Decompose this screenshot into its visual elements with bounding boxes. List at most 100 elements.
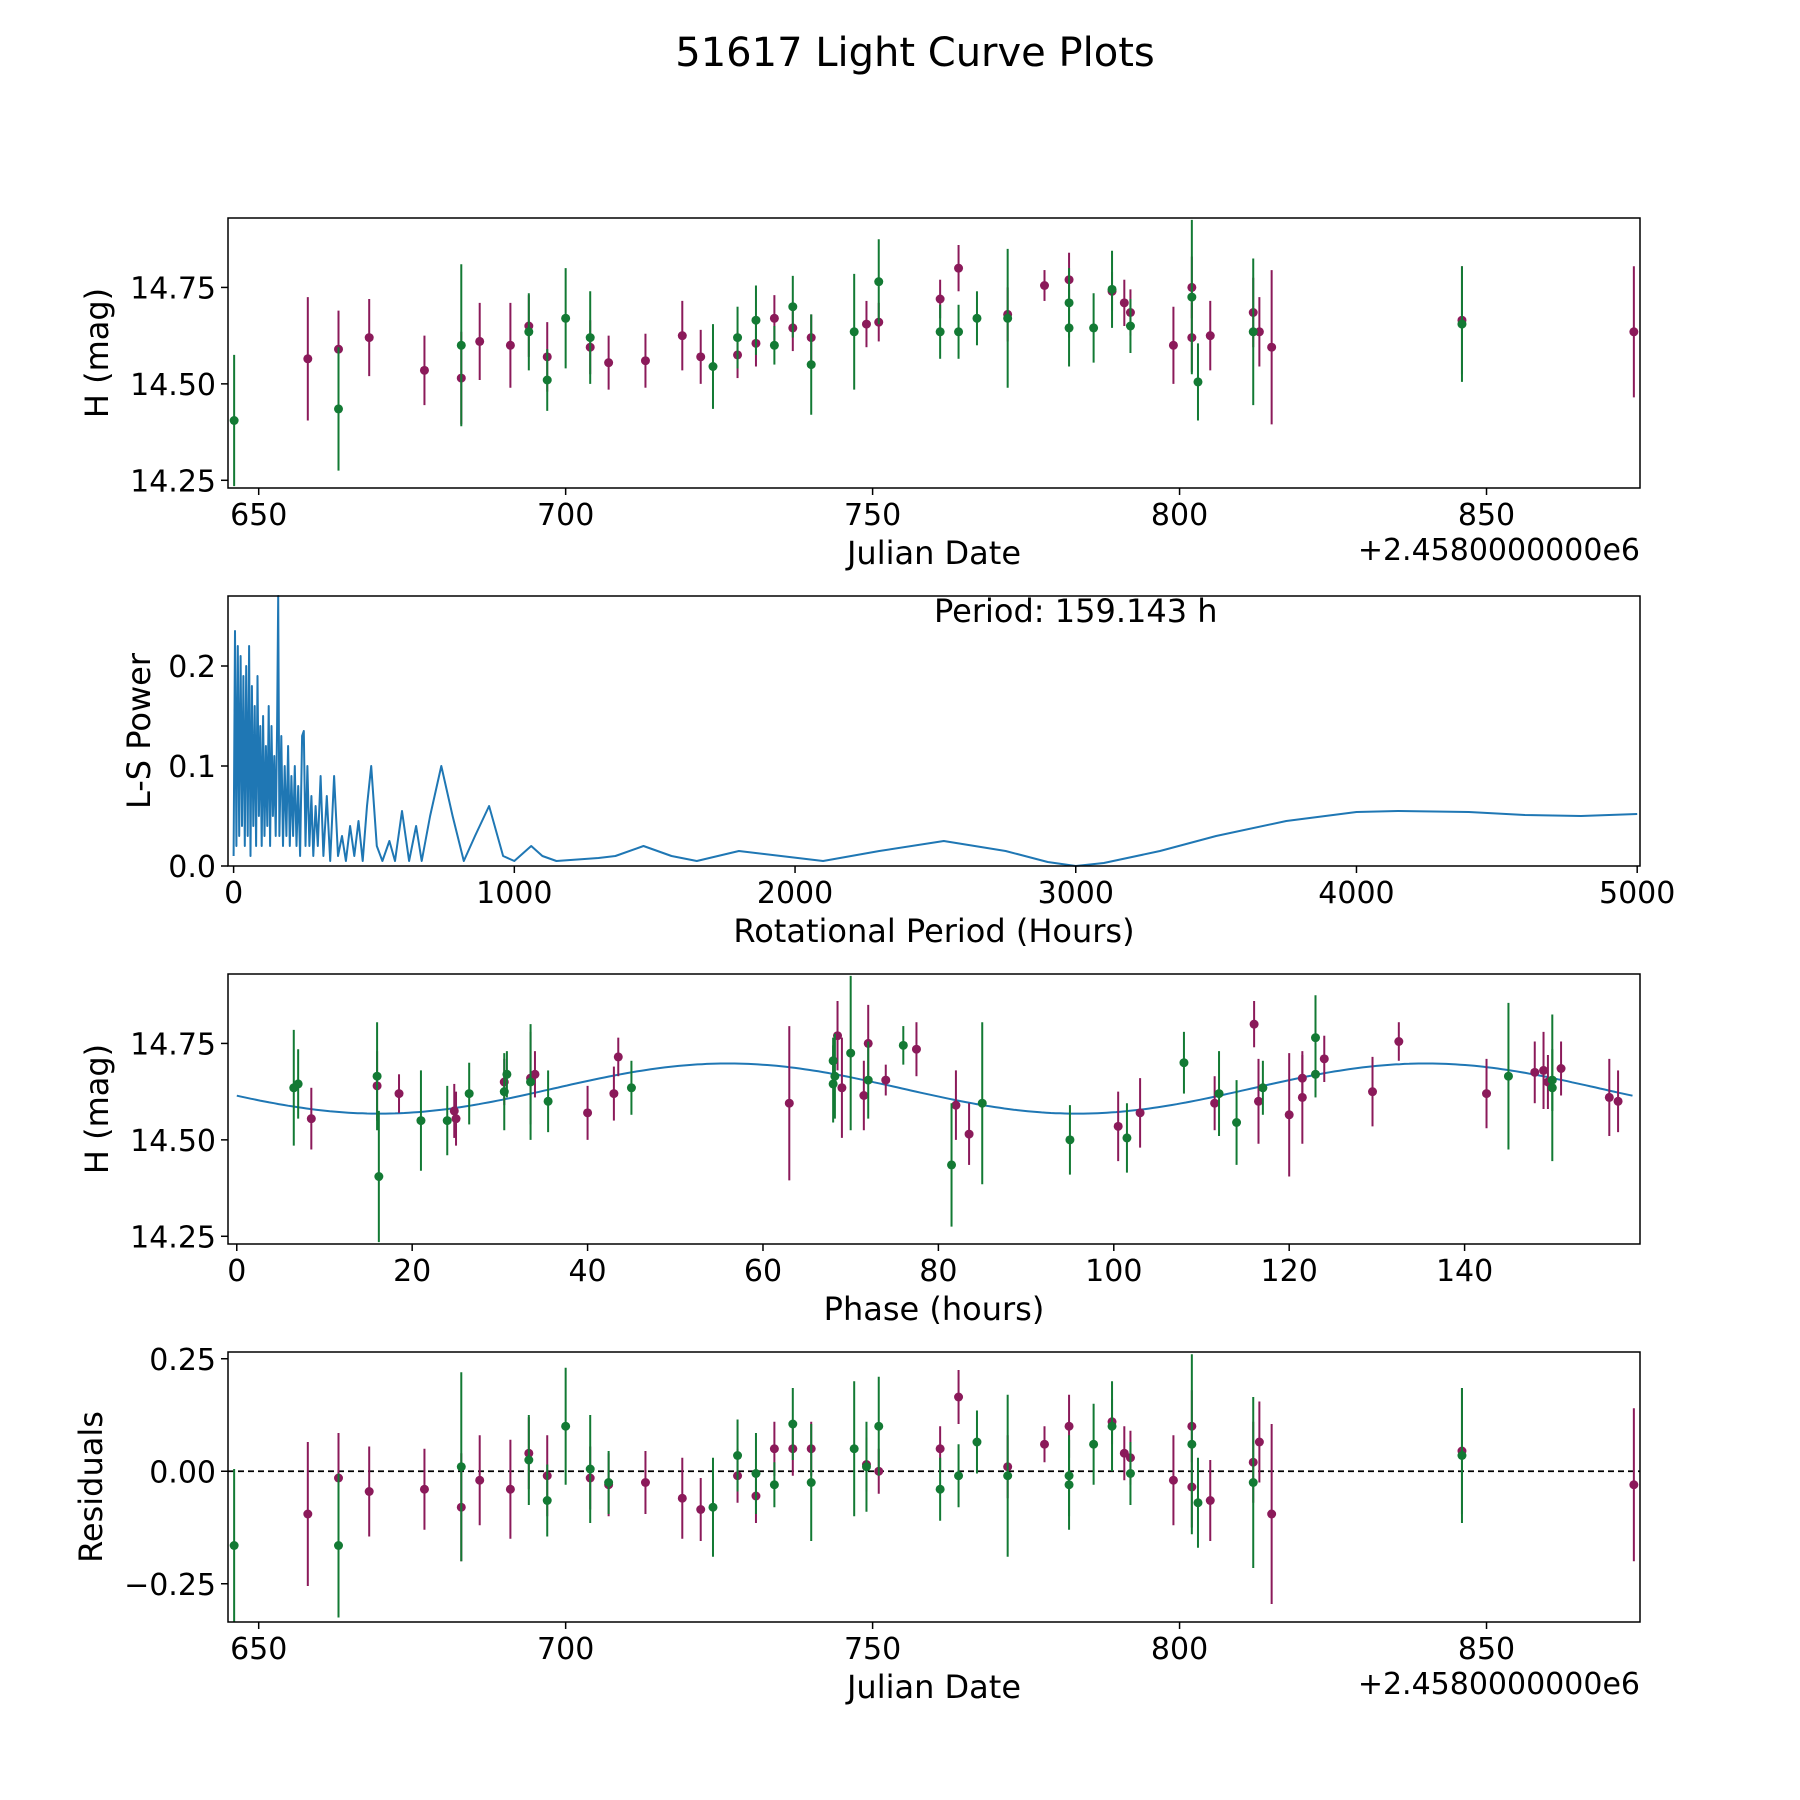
band_a-point xyxy=(1254,1437,1264,1447)
band_b-point xyxy=(828,1079,838,1089)
band_b-point xyxy=(1248,327,1258,337)
band_b-point xyxy=(456,1462,466,1472)
band_a-point xyxy=(1253,1096,1263,1106)
band_b-point xyxy=(846,1048,856,1058)
band_a-point xyxy=(935,1444,945,1454)
band_b-point xyxy=(1193,377,1203,387)
lightcurve-frame xyxy=(227,217,1641,489)
periodogram-xtick-label: 3000 xyxy=(1038,876,1114,911)
residuals-panel: 650 700 750 800 850 −0.25 0.00 0.25 Julian Date… xyxy=(72,1343,1641,1706)
band_a-point xyxy=(451,1114,461,1124)
band_a-point xyxy=(1629,1480,1639,1490)
band_a-point xyxy=(954,1392,964,1402)
band_a-point xyxy=(475,336,485,346)
band_b-point xyxy=(542,375,552,385)
band_a-point xyxy=(303,354,313,364)
band_b-point xyxy=(442,1116,452,1126)
band_b-point xyxy=(1065,1135,1075,1145)
band_a-point xyxy=(1539,1065,1549,1075)
lightcurve-xtick-label: 850 xyxy=(1458,498,1515,533)
band_a-point xyxy=(677,1493,687,1503)
band_b-point xyxy=(229,416,239,425)
figure-title: 51617 Light Curve Plots xyxy=(675,30,1154,76)
band_b-point xyxy=(626,1083,636,1093)
lightcurve-xtick-label: 750 xyxy=(844,498,901,533)
residuals-xtick-label: 850 xyxy=(1458,1632,1515,1667)
band_a-point xyxy=(394,1089,404,1099)
residuals-xlabel: Julian Date xyxy=(845,1668,1021,1706)
band_b-point xyxy=(585,333,595,343)
band_a-point xyxy=(640,356,650,366)
band_b-point xyxy=(788,1419,798,1429)
periodogram-xtick-label: 5000 xyxy=(1599,876,1675,911)
band_b-point xyxy=(806,360,816,370)
band_a-point xyxy=(604,358,614,368)
band_b-point xyxy=(561,1421,571,1431)
band_b-point xyxy=(372,1071,382,1081)
band_b-point xyxy=(849,1444,859,1454)
periodogram-ylabel: L-S Power xyxy=(120,652,158,809)
band_b-point xyxy=(1258,1083,1268,1093)
band_b-point xyxy=(708,1502,718,1512)
band_b-point xyxy=(1089,1439,1099,1449)
band_a-point xyxy=(696,1505,706,1514)
phased-ytick-label: 14.75 xyxy=(130,1027,216,1062)
periodogram-xtick-label: 0 xyxy=(224,876,243,911)
band_b-point xyxy=(1107,284,1117,294)
periodogram-ytick-label: 0.0 xyxy=(168,850,216,885)
band_a-point xyxy=(1629,327,1639,337)
band_a-point xyxy=(475,1475,485,1485)
band_b-point xyxy=(972,313,982,323)
band_a-point xyxy=(935,294,945,304)
band_b-point xyxy=(788,302,798,312)
band_b-point xyxy=(1457,319,1467,329)
band_a-point xyxy=(303,1509,313,1519)
band_b-point xyxy=(830,1071,840,1081)
band_a-point xyxy=(1297,1073,1307,1083)
band_b-point xyxy=(1179,1058,1189,1068)
band_b-point xyxy=(1503,1071,1513,1081)
band_a-point xyxy=(859,1091,869,1100)
lightcurve-ytick-label: 14.75 xyxy=(130,271,216,306)
band_b-point xyxy=(972,1437,982,1447)
phased-ytick-label: 14.50 xyxy=(130,1124,216,1159)
periodogram-xtick-label: 2000 xyxy=(757,876,833,911)
band_a-point xyxy=(784,1098,794,1108)
fit-curve xyxy=(236,1062,1633,1115)
band_b-point xyxy=(1547,1083,1557,1093)
band_a-point xyxy=(1530,1067,1540,1077)
band_a-point xyxy=(1368,1087,1378,1097)
lightcurve-ytick-label: 14.50 xyxy=(130,368,216,403)
band_b-point xyxy=(1187,1439,1197,1449)
band_b-point xyxy=(502,1069,512,1079)
lightcurve-ylabel: H (mag) xyxy=(78,288,116,418)
band_b-point xyxy=(585,1464,595,1474)
band_b-point xyxy=(374,1172,384,1181)
band_a-point xyxy=(677,331,687,341)
phased-xtick-label: 100 xyxy=(1085,1254,1142,1289)
band_a-point xyxy=(861,319,871,329)
periodogram-line xyxy=(232,595,1638,867)
band_a-point xyxy=(1040,1439,1050,1449)
residuals-ylabel: Residuals xyxy=(72,1411,110,1563)
band_b-point xyxy=(524,1455,534,1465)
phased-xtick-label: 60 xyxy=(744,1254,782,1289)
band_b-point xyxy=(977,1098,987,1108)
band_b-point xyxy=(863,1075,873,1085)
band_b-point xyxy=(806,1478,816,1487)
band_b-point xyxy=(334,1541,344,1550)
band_b-point xyxy=(1122,1133,1132,1143)
band_a-point xyxy=(1604,1092,1614,1102)
band_b-point xyxy=(861,1462,871,1472)
phased-xtick-label: 0 xyxy=(227,1254,246,1289)
residuals-ytick-label: 0.25 xyxy=(149,1343,216,1378)
band_a-point xyxy=(964,1129,974,1139)
band_b-point xyxy=(1107,1421,1117,1431)
phased-xtick-label: 20 xyxy=(393,1254,431,1289)
periodogram-ytick-label: 0.2 xyxy=(168,650,216,685)
phased-xlabel: Phase (hours) xyxy=(824,1290,1045,1328)
band_b-point xyxy=(849,327,859,337)
band_b-point xyxy=(1064,1480,1074,1490)
band_a-point xyxy=(1267,1509,1277,1519)
